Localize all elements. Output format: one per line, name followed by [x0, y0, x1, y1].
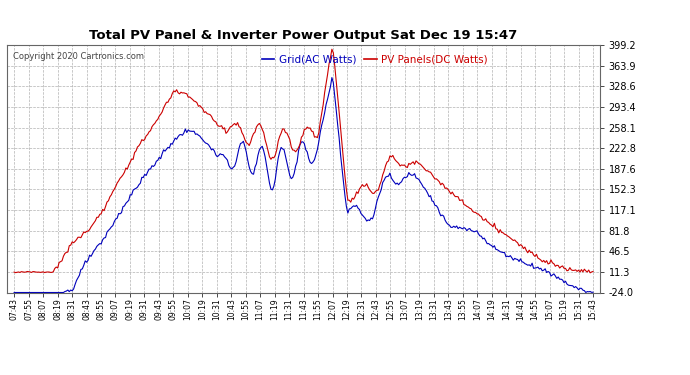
- Text: Copyright 2020 Cartronics.com: Copyright 2020 Cartronics.com: [13, 53, 144, 62]
- Legend: Grid(AC Watts), PV Panels(DC Watts): Grid(AC Watts), PV Panels(DC Watts): [258, 50, 492, 69]
- Title: Total PV Panel & Inverter Power Output Sat Dec 19 15:47: Total PV Panel & Inverter Power Output S…: [90, 30, 518, 42]
